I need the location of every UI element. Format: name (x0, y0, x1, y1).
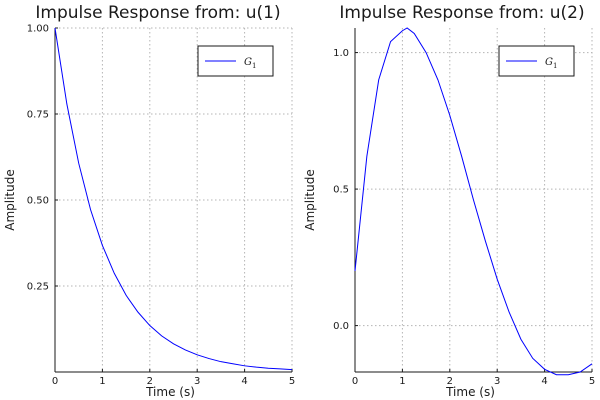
chart-title: Impulse Response from: u(2) (339, 3, 584, 23)
y-tick-label: 0.5 (333, 185, 349, 196)
x-tick-label: 0 (352, 376, 358, 387)
chart-panel-u1: Impulse Response from: u(1) 0 1 2 3 4 5 0.25 0.5… (3, 3, 295, 399)
y-tick-label: 1.0 (333, 48, 349, 59)
series-line-g1 (54, 27, 293, 371)
x-tick-label: 4 (241, 376, 247, 387)
y-tick-label: 0.0 (333, 321, 349, 332)
x-tick-label: 5 (589, 376, 595, 387)
x-tick-label: 0 (52, 376, 58, 387)
y-axis-label: Amplitude (303, 169, 317, 231)
chart-title: Impulse Response from: u(1) (35, 3, 280, 23)
y-tick-label: 0.75 (27, 110, 49, 121)
x-tick-label: 4 (541, 376, 547, 387)
x-axis-label: Time (s) (145, 385, 195, 399)
x-axis-label: Time (s) (445, 385, 495, 399)
x-tick-label: 1 (399, 376, 405, 387)
x-tick-label: 3 (494, 376, 500, 387)
x-tick-label: 3 (194, 376, 200, 387)
series-line-g1 (354, 27, 593, 376)
y-tick-label: 0.50 (27, 196, 49, 207)
x-tick-label: 1 (99, 376, 105, 387)
legend-label: G1 (244, 57, 256, 70)
x-tick-label: 2 (147, 376, 153, 387)
x-tick-label: 5 (289, 376, 295, 387)
y-axis-label: Amplitude (3, 169, 17, 231)
x-tick-label: 2 (447, 376, 453, 387)
legend-label: G1 (545, 57, 557, 70)
y-tick-label: 0.25 (27, 282, 49, 293)
chart-panel-u2: Impulse Response from: u(2) 0 1 2 3 4 5 0.0 0.5 1… (303, 3, 595, 399)
y-tick-label: 1.00 (27, 24, 49, 35)
